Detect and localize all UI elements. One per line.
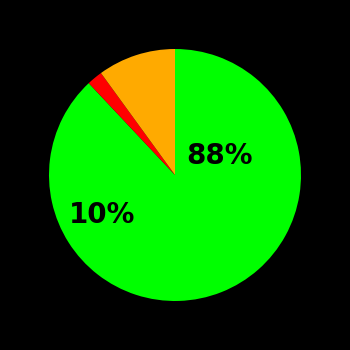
Text: 10%: 10%	[69, 201, 135, 229]
Text: 88%: 88%	[186, 142, 252, 170]
Wedge shape	[49, 49, 301, 301]
Wedge shape	[101, 49, 175, 175]
Wedge shape	[89, 73, 175, 175]
